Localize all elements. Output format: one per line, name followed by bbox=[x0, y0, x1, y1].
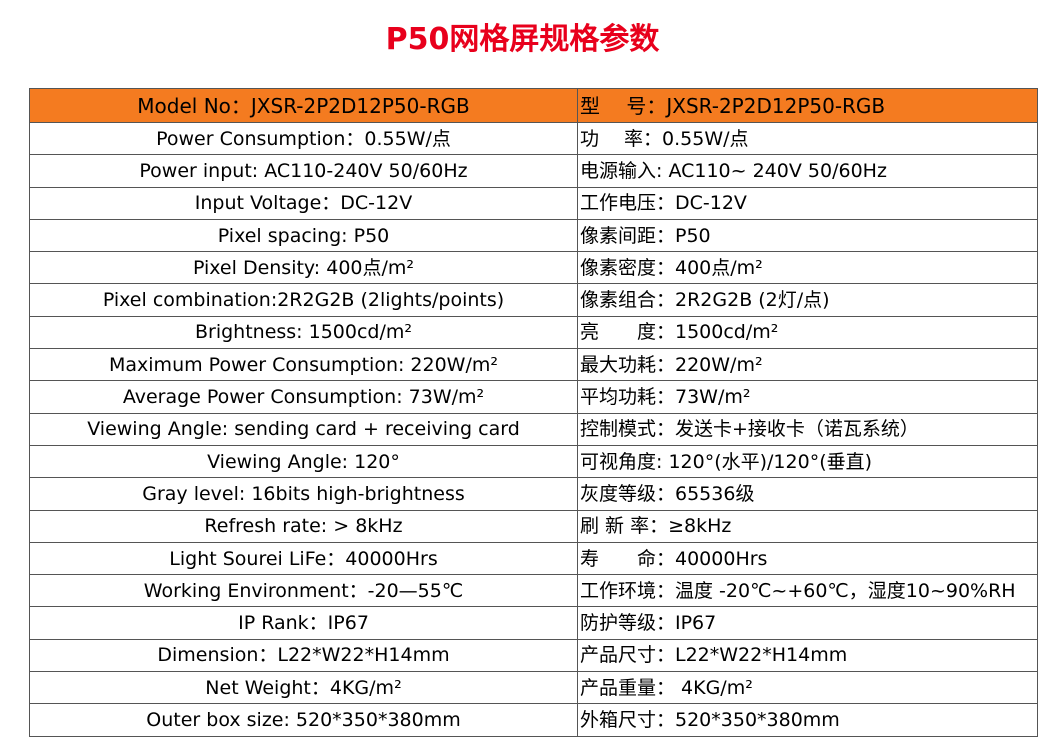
table-row: IP Rank：IP67 防护等级：IP67 bbox=[29, 606, 1038, 640]
table-row: Power input: AC110-240V 50/60Hz 电源输入: AC… bbox=[29, 154, 1038, 188]
refresh-rate-en: Refresh rate: > 8kHz bbox=[29, 509, 578, 543]
pixel-spacing-cn: 像素间距：P50 bbox=[577, 218, 1038, 253]
pixel-combination-cn: 像素组合：2R2G2B (2灯/点) bbox=[577, 283, 1038, 317]
table-header-row: Model No：JXSR-2P2D12P50-RGB 型 号：JXSR-2P2… bbox=[29, 88, 1038, 123]
lifespan-en: Light Sourei LiFe：40000Hrs bbox=[29, 541, 578, 576]
outer-box-size-en: Outer box size: 520*350*380mm bbox=[29, 703, 578, 737]
brightness-en: Brightness: 1500cd/m² bbox=[29, 315, 578, 350]
net-weight-cn: 产品重量： 4KG/m² bbox=[577, 671, 1038, 705]
table-row: Pixel Density: 400点/m² 像素密度：400点/m² bbox=[29, 251, 1038, 285]
pixel-combination-en: Pixel combination:2R2G2B (2lights/points… bbox=[29, 283, 578, 317]
outer-box-size-cn: 外箱尺寸：520*350*380mm bbox=[577, 703, 1038, 737]
table-row: Brightness: 1500cd/m² 亮 度：1500cd/m² bbox=[29, 315, 1038, 350]
lifespan-cn: 寿 命：40000Hrs bbox=[577, 541, 1038, 576]
power-input-en: Power input: AC110-240V 50/60Hz bbox=[29, 154, 578, 188]
table-row: Pixel combination:2R2G2B (2lights/points… bbox=[29, 283, 1038, 317]
page-title: P50网格屏规格参数 bbox=[385, 22, 660, 57]
dimension-en: Dimension：L22*W22*H14mm bbox=[29, 638, 578, 673]
dimension-cn: 产品尺寸：L22*W22*H14mm bbox=[577, 638, 1038, 673]
max-power-en: Maximum Power Consumption: 220W/m² bbox=[29, 348, 578, 382]
model-number-cn: 型 号：JXSR-2P2D12P50-RGB bbox=[577, 88, 1038, 123]
avg-power-en: Average Power Consumption: 73W/m² bbox=[29, 380, 578, 414]
avg-power-cn: 平均功耗：73W/m² bbox=[577, 380, 1038, 414]
table-row: Input Voltage：DC-12V 工作电压：DC-12V bbox=[29, 186, 1038, 220]
table-row: Average Power Consumption: 73W/m² 平均功耗：7… bbox=[29, 380, 1038, 414]
ip-rank-cn: 防护等级：IP67 bbox=[577, 606, 1038, 640]
gray-level-en: Gray level: 16bits high-brightness bbox=[29, 477, 578, 511]
viewing-angle-cn: 可视角度: 120°(水平)/120°(垂直) bbox=[577, 444, 1038, 479]
max-power-cn: 最大功耗：220W/m² bbox=[577, 348, 1038, 382]
working-environment-cn: 工作环境：温度 -20℃~+60℃，湿度10~90%RH bbox=[577, 574, 1038, 608]
table-row: Net Weight：4KG/m² 产品重量： 4KG/m² bbox=[29, 671, 1038, 705]
control-mode-cn: 控制模式：发送卡+接收卡（诺瓦系统） bbox=[577, 412, 1038, 446]
table-row: Maximum Power Consumption: 220W/m² 最大功耗：… bbox=[29, 348, 1038, 382]
table-row: Gray level: 16bits high-brightness 灰度等级：… bbox=[29, 477, 1038, 511]
viewing-angle-en: Viewing Angle: 120° bbox=[29, 444, 578, 479]
pixel-spacing-en: Pixel spacing: P50 bbox=[29, 218, 578, 253]
input-voltage-en: Input Voltage：DC-12V bbox=[29, 186, 578, 220]
table-row: Working Environment：-20—55℃ 工作环境：温度 -20℃… bbox=[29, 574, 1038, 608]
gray-level-cn: 灰度等级：65536级 bbox=[577, 477, 1038, 511]
spec-table: Model No：JXSR-2P2D12P50-RGB 型 号：JXSR-2P2… bbox=[29, 88, 1038, 737]
ip-rank-en: IP Rank：IP67 bbox=[29, 606, 578, 640]
working-environment-en: Working Environment：-20—55℃ bbox=[29, 574, 578, 608]
power-consumption-en: Power Consumption：0.55W/点 bbox=[29, 121, 578, 156]
table-row: Viewing Angle: 120° 可视角度: 120°(水平)/120°(… bbox=[29, 444, 1038, 479]
power-input-cn: 电源输入: AC110~ 240V 50/60Hz bbox=[577, 154, 1038, 188]
table-row: Refresh rate: > 8kHz 刷 新 率：≥8kHz bbox=[29, 509, 1038, 543]
pixel-density-en: Pixel Density: 400点/m² bbox=[29, 251, 578, 285]
input-voltage-cn: 工作电压：DC-12V bbox=[577, 186, 1038, 220]
table-row: Outer box size: 520*350*380mm 外箱尺寸：520*3… bbox=[29, 703, 1038, 737]
model-number-en: Model No：JXSR-2P2D12P50-RGB bbox=[29, 88, 578, 123]
table-row: Light Sourei LiFe：40000Hrs 寿 命：40000Hrs bbox=[29, 541, 1038, 576]
net-weight-en: Net Weight：4KG/m² bbox=[29, 671, 578, 705]
table-row: Power Consumption：0.55W/点 功 率：0.55W/点 bbox=[29, 121, 1038, 156]
pixel-density-cn: 像素密度：400点/m² bbox=[577, 251, 1038, 285]
power-consumption-cn: 功 率：0.55W/点 bbox=[577, 121, 1038, 156]
table-row: Pixel spacing: P50 像素间距：P50 bbox=[29, 218, 1038, 253]
control-mode-en: Viewing Angle: sending card + receiving … bbox=[29, 412, 578, 446]
refresh-rate-cn: 刷 新 率：≥8kHz bbox=[577, 509, 1038, 543]
table-row: Dimension：L22*W22*H14mm 产品尺寸：L22*W22*H14… bbox=[29, 638, 1038, 673]
brightness-cn: 亮 度：1500cd/m² bbox=[577, 315, 1038, 350]
table-row: Viewing Angle: sending card + receiving … bbox=[29, 412, 1038, 446]
